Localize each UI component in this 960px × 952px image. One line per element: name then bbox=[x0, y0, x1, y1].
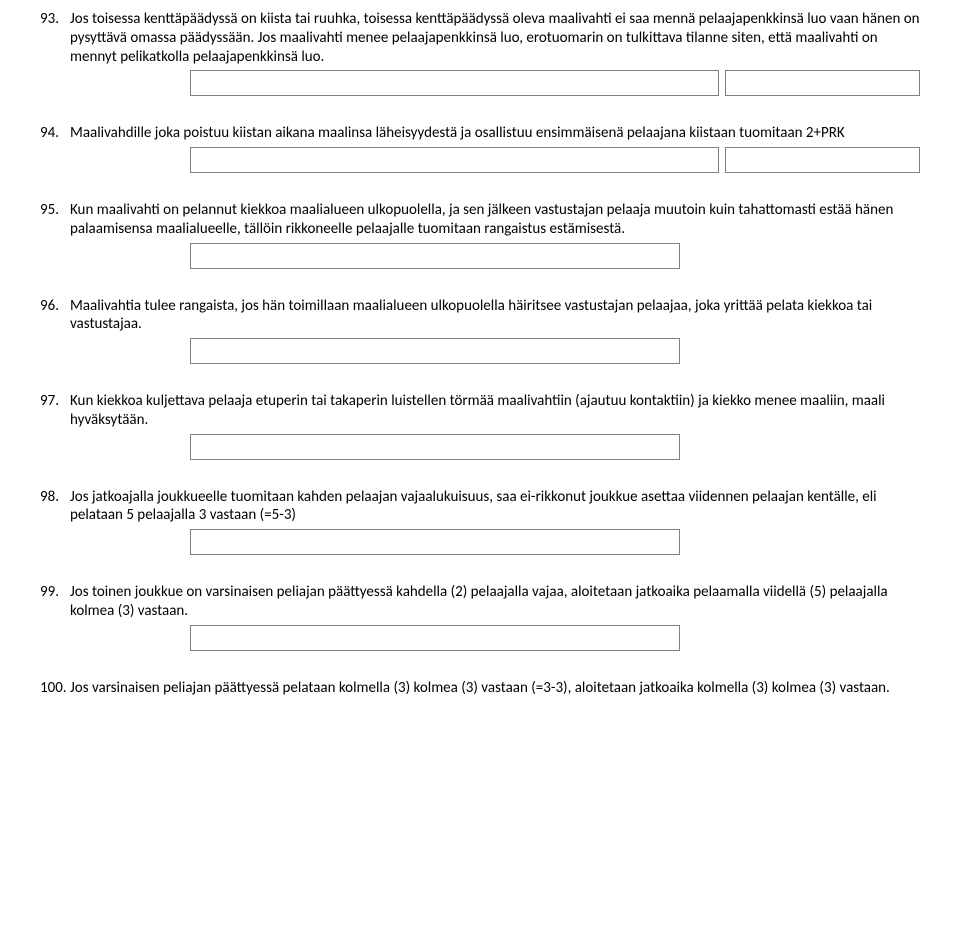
answer-row bbox=[70, 147, 920, 173]
question-item: 98.Jos jatkoajalla joukkueelle tuomitaan… bbox=[40, 488, 920, 556]
question-text: Jos jatkoajalla joukkueelle tuomitaan ka… bbox=[70, 488, 920, 526]
answer-row bbox=[70, 434, 920, 460]
question-text: Maalivahdille joka poistuu kiistan aikan… bbox=[70, 124, 920, 143]
question-number: 99. bbox=[40, 583, 70, 601]
question-body: Maalivahtia tulee rangaista, jos hän toi… bbox=[70, 297, 920, 365]
question-body: Kun kiekkoa kuljettava pelaaja etuperin … bbox=[70, 392, 920, 460]
question-body: Jos jatkoajalla joukkueelle tuomitaan ka… bbox=[70, 488, 920, 556]
question-number: 98. bbox=[40, 488, 70, 506]
question-number: 94. bbox=[40, 124, 70, 142]
answer-input[interactable] bbox=[190, 147, 719, 173]
answer-row bbox=[70, 338, 920, 364]
answer-input[interactable] bbox=[190, 70, 719, 96]
answer-input[interactable] bbox=[190, 338, 680, 364]
answer-row bbox=[70, 529, 920, 555]
question-number: 95. bbox=[40, 201, 70, 219]
question-item: 97.Kun kiekkoa kuljettava pelaaja etuper… bbox=[40, 392, 920, 460]
answer-input[interactable] bbox=[190, 243, 680, 269]
question-body: Maalivahdille joka poistuu kiistan aikan… bbox=[70, 124, 920, 173]
question-body: Jos varsinaisen peliajan päättyessä pela… bbox=[70, 679, 920, 702]
answer-row bbox=[70, 625, 920, 651]
question-item: 96.Maalivahtia tulee rangaista, jos hän … bbox=[40, 297, 920, 365]
question-item: 93.Jos toisessa kenttäpäädyssä on kiista… bbox=[40, 10, 920, 96]
answer-input[interactable] bbox=[190, 434, 680, 460]
question-number: 93. bbox=[40, 10, 70, 28]
question-item: 100.Jos varsinaisen peliajan päättyessä … bbox=[40, 679, 920, 702]
question-item: 95.Kun maalivahti on pelannut kiekkoa ma… bbox=[40, 201, 920, 269]
answer-input[interactable] bbox=[725, 147, 920, 173]
answer-input[interactable] bbox=[190, 529, 680, 555]
question-text: Kun kiekkoa kuljettava pelaaja etuperin … bbox=[70, 392, 920, 430]
question-body: Jos toisessa kenttäpäädyssä on kiista ta… bbox=[70, 10, 920, 96]
question-text: Kun maalivahti on pelannut kiekkoa maali… bbox=[70, 201, 920, 239]
question-number: 97. bbox=[40, 392, 70, 410]
answer-row bbox=[70, 70, 920, 96]
answer-row bbox=[70, 243, 920, 269]
question-item: 99.Jos toinen joukkue on varsinaisen pel… bbox=[40, 583, 920, 651]
question-text: Jos toinen joukkue on varsinaisen peliaj… bbox=[70, 583, 920, 621]
question-text: Jos toisessa kenttäpäädyssä on kiista ta… bbox=[70, 10, 920, 66]
answer-input[interactable] bbox=[725, 70, 920, 96]
question-text: Jos varsinaisen peliajan päättyessä pela… bbox=[70, 679, 920, 698]
question-text: Maalivahtia tulee rangaista, jos hän toi… bbox=[70, 297, 920, 335]
question-item: 94.Maalivahdille joka poistuu kiistan ai… bbox=[40, 124, 920, 173]
question-number: 96. bbox=[40, 297, 70, 315]
question-number: 100. bbox=[40, 679, 70, 697]
question-body: Kun maalivahti on pelannut kiekkoa maali… bbox=[70, 201, 920, 269]
question-body: Jos toinen joukkue on varsinaisen peliaj… bbox=[70, 583, 920, 651]
answer-input[interactable] bbox=[190, 625, 680, 651]
